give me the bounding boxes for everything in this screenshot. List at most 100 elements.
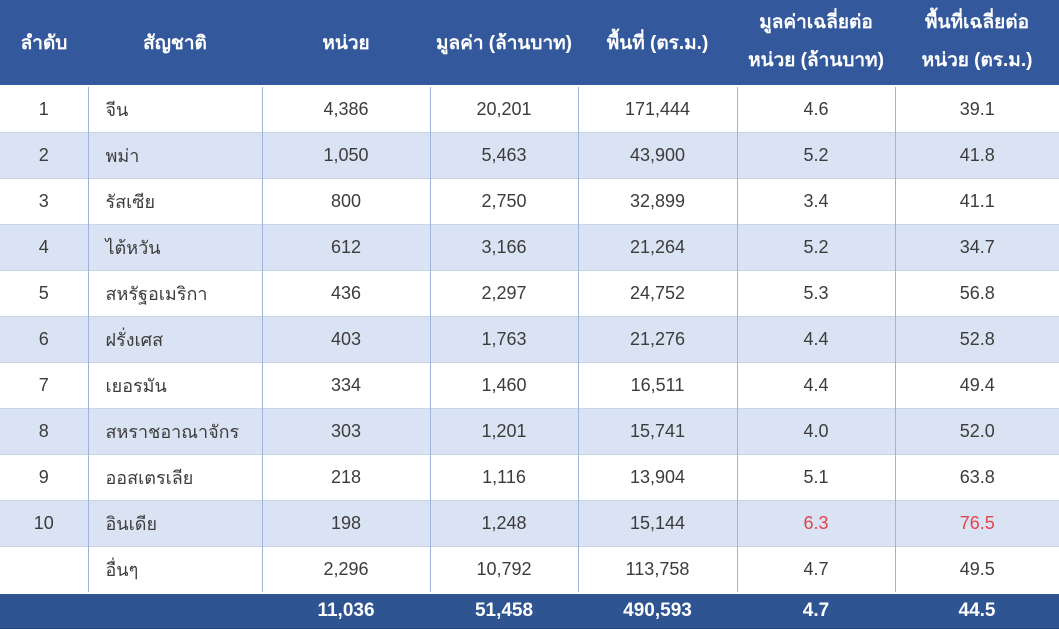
cell-value: 1,116 bbox=[429, 454, 578, 501]
column-header-units: หน่วย bbox=[262, 0, 430, 87]
column-header-avg-area-line2: หน่วย (ตร.ม.) bbox=[921, 50, 1033, 71]
cell-avg-area-per-unit: 34.7 bbox=[894, 224, 1059, 271]
cell-rank bbox=[0, 546, 88, 593]
cell-rank: 5 bbox=[0, 270, 88, 317]
cell-units: 218 bbox=[261, 454, 430, 501]
table-row: 1 จีน 4,386 20,201 171,444 4.6 39.1 bbox=[0, 86, 1059, 133]
total-cell-avg-value: 4.7 bbox=[737, 592, 895, 629]
cell-units: 198 bbox=[261, 500, 430, 547]
table-header: ลำดับ สัญชาติ หน่วย มูลค่า (ล้านบาท) พื้… bbox=[0, 0, 1059, 87]
cell-nationality: อินเดีย bbox=[87, 500, 262, 547]
cell-units: 4,386 bbox=[261, 86, 430, 133]
cell-nationality: รัสเซีย bbox=[87, 178, 262, 225]
cell-avg-value-per-unit: 4.7 bbox=[736, 546, 895, 593]
cell-avg-value-per-unit: 5.2 bbox=[736, 224, 895, 271]
cell-area: 171,444 bbox=[577, 86, 737, 133]
cell-rank: 2 bbox=[0, 132, 88, 179]
table-row: 6 ฝรั่งเศส 403 1,763 21,276 4.4 52.8 bbox=[0, 316, 1059, 363]
table-row: 4 ไต้หวัน 612 3,166 21,264 5.2 34.7 bbox=[0, 224, 1059, 271]
cell-value: 3,166 bbox=[429, 224, 578, 271]
total-row: 11,036 51,458 490,593 4.7 44.5 bbox=[0, 592, 1059, 629]
cell-area: 16,511 bbox=[577, 362, 737, 409]
column-header-avg-area-per-unit: พื้นที่เฉลี่ยต่อ หน่วย (ตร.ม.) bbox=[895, 0, 1059, 87]
column-header-rank: ลำดับ bbox=[0, 0, 88, 87]
cell-value: 2,297 bbox=[429, 270, 578, 317]
column-header-area: พื้นที่ (ตร.ม.) bbox=[578, 0, 737, 87]
cell-avg-value-per-unit: 5.1 bbox=[736, 454, 895, 501]
cell-units: 800 bbox=[261, 178, 430, 225]
table-body: 1 จีน 4,386 20,201 171,444 4.6 39.1 2 พม… bbox=[0, 86, 1059, 593]
cell-value: 1,201 bbox=[429, 408, 578, 455]
table-row: 7 เยอรมัน 334 1,460 16,511 4.4 49.4 bbox=[0, 362, 1059, 409]
cell-nationality: ฝรั่งเศส bbox=[87, 316, 262, 363]
cell-area: 113,758 bbox=[577, 546, 737, 593]
cell-rank: 8 bbox=[0, 408, 88, 455]
cell-avg-area-per-unit: 41.1 bbox=[894, 178, 1059, 225]
cell-avg-area-per-unit: 76.5 bbox=[894, 500, 1059, 547]
cell-area: 24,752 bbox=[577, 270, 737, 317]
cell-value: 1,763 bbox=[429, 316, 578, 363]
total-cell-avg-area: 44.5 bbox=[895, 592, 1059, 629]
table-row: อื่นๆ 2,296 10,792 113,758 4.7 49.5 bbox=[0, 546, 1059, 593]
cell-units: 334 bbox=[261, 362, 430, 409]
cell-rank: 7 bbox=[0, 362, 88, 409]
cell-nationality: เยอรมัน bbox=[87, 362, 262, 409]
cell-area: 32,899 bbox=[577, 178, 737, 225]
column-header-avg-value-line2: หน่วย (ล้านบาท) bbox=[748, 50, 884, 71]
cell-area: 43,900 bbox=[577, 132, 737, 179]
cell-nationality: สหราชอาณาจักร bbox=[87, 408, 262, 455]
column-header-value: มูลค่า (ล้านบาท) bbox=[430, 0, 578, 87]
cell-avg-value-per-unit: 4.4 bbox=[736, 362, 895, 409]
cell-nationality: อื่นๆ bbox=[87, 546, 262, 593]
cell-avg-value-per-unit: 4.6 bbox=[736, 86, 895, 133]
table-row: 9 ออสเตรเลีย 218 1,116 13,904 5.1 63.8 bbox=[0, 454, 1059, 501]
table-footer: 11,036 51,458 490,593 4.7 44.5 bbox=[0, 592, 1059, 629]
cell-value: 1,248 bbox=[429, 500, 578, 547]
column-header-avg-value-line1: มูลค่าเฉลี่ยต่อ bbox=[759, 12, 873, 34]
total-cell-rank bbox=[0, 592, 88, 629]
table-header-row: ลำดับ สัญชาติ หน่วย มูลค่า (ล้านบาท) พื้… bbox=[0, 0, 1059, 87]
table-row: 2 พม่า 1,050 5,463 43,900 5.2 41.8 bbox=[0, 132, 1059, 179]
cell-avg-area-per-unit: 49.5 bbox=[894, 546, 1059, 593]
table-row: 10 อินเดีย 198 1,248 15,144 6.3 76.5 bbox=[0, 500, 1059, 547]
cell-units: 1,050 bbox=[261, 132, 430, 179]
cell-avg-area-per-unit: 49.4 bbox=[894, 362, 1059, 409]
total-cell-units: 11,036 bbox=[262, 592, 430, 629]
cell-units: 2,296 bbox=[261, 546, 430, 593]
cell-avg-value-per-unit: 5.2 bbox=[736, 132, 895, 179]
cell-rank: 4 bbox=[0, 224, 88, 271]
cell-nationality: สหรัฐอเมริกา bbox=[87, 270, 262, 317]
cell-avg-value-per-unit: 6.3 bbox=[736, 500, 895, 547]
cell-area: 21,264 bbox=[577, 224, 737, 271]
cell-value: 20,201 bbox=[429, 86, 578, 133]
column-header-avg-area-line1: พื้นที่เฉลี่ยต่อ bbox=[925, 12, 1029, 34]
cell-value: 5,463 bbox=[429, 132, 578, 179]
cell-units: 303 bbox=[261, 408, 430, 455]
cell-units: 403 bbox=[261, 316, 430, 363]
cell-rank: 1 bbox=[0, 86, 88, 133]
cell-nationality: ไต้หวัน bbox=[87, 224, 262, 271]
table-row: 3 รัสเซีย 800 2,750 32,899 3.4 41.1 bbox=[0, 178, 1059, 225]
cell-rank: 3 bbox=[0, 178, 88, 225]
column-header-nationality: สัญชาติ bbox=[88, 0, 262, 87]
table-row: 8 สหราชอาณาจักร 303 1,201 15,741 4.0 52.… bbox=[0, 408, 1059, 455]
cell-area: 13,904 bbox=[577, 454, 737, 501]
cell-avg-area-per-unit: 39.1 bbox=[894, 86, 1059, 133]
cell-avg-area-per-unit: 41.8 bbox=[894, 132, 1059, 179]
cell-nationality: พม่า bbox=[87, 132, 262, 179]
cell-units: 612 bbox=[261, 224, 430, 271]
cell-area: 15,144 bbox=[577, 500, 737, 547]
total-cell-area: 490,593 bbox=[578, 592, 737, 629]
table-row: 5 สหรัฐอเมริกา 436 2,297 24,752 5.3 56.8 bbox=[0, 270, 1059, 317]
cell-avg-value-per-unit: 5.3 bbox=[736, 270, 895, 317]
column-header-avg-value-per-unit: มูลค่าเฉลี่ยต่อ หน่วย (ล้านบาท) bbox=[737, 0, 895, 87]
cell-value: 2,750 bbox=[429, 178, 578, 225]
cell-avg-area-per-unit: 52.8 bbox=[894, 316, 1059, 363]
total-cell-value: 51,458 bbox=[430, 592, 578, 629]
cell-nationality: ออสเตรเลีย bbox=[87, 454, 262, 501]
cell-value: 10,792 bbox=[429, 546, 578, 593]
cell-avg-value-per-unit: 4.4 bbox=[736, 316, 895, 363]
cell-rank: 10 bbox=[0, 500, 88, 547]
cell-units: 436 bbox=[261, 270, 430, 317]
